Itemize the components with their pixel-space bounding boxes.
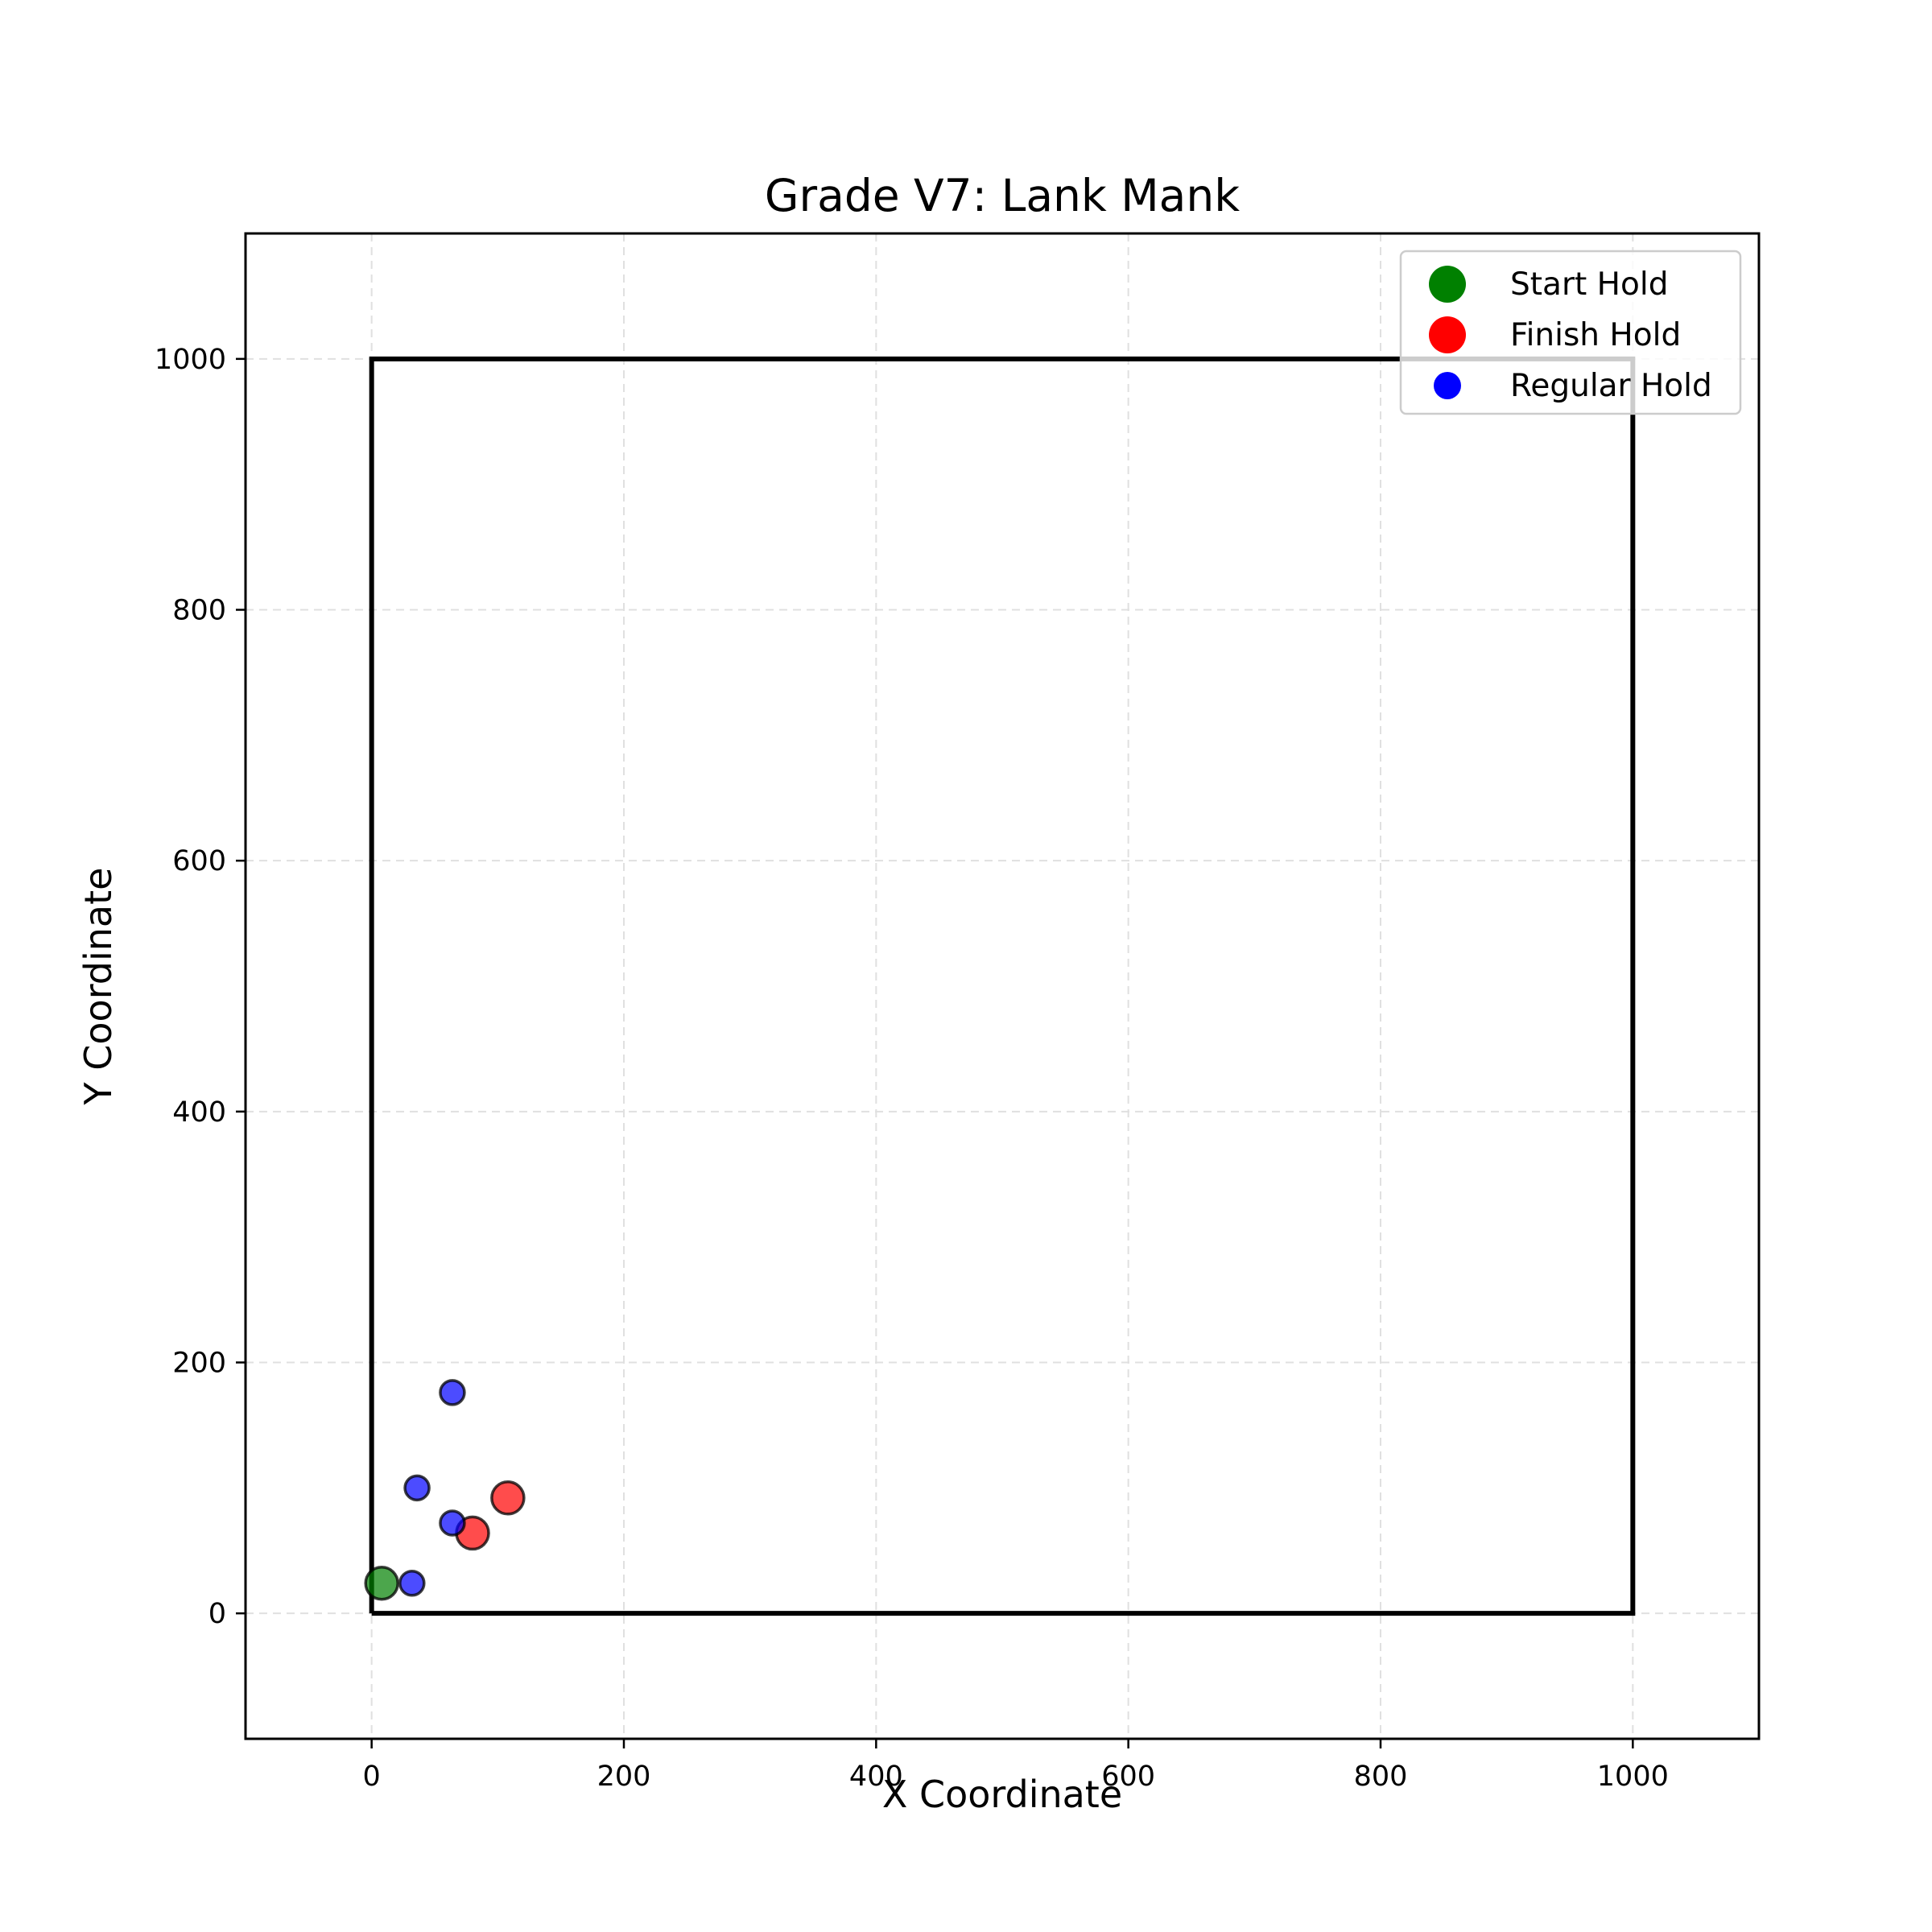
start-hold-point — [364, 1566, 399, 1601]
x-tick-label: 200 — [597, 1761, 651, 1793]
y-tick-label: 200 — [172, 1348, 226, 1380]
points-layer — [364, 1379, 526, 1601]
x-tick-label: 800 — [1354, 1761, 1408, 1793]
legend-label-finish-hold: Finish Hold — [1510, 317, 1681, 353]
y-tick-label: 400 — [172, 1096, 226, 1129]
legend-marker-regular-hold — [1434, 372, 1461, 399]
y-tick-label: 800 — [172, 595, 226, 627]
finish-hold-point — [490, 1480, 526, 1516]
x-tick-label: 600 — [1101, 1761, 1155, 1793]
y-tick-label: 600 — [172, 845, 226, 877]
legend-marker-start-hold — [1429, 266, 1466, 303]
board-outline — [369, 356, 1636, 1616]
legend-box — [1399, 250, 1742, 415]
y-axis-label: Y Coordinate — [76, 868, 120, 1106]
regular-hold-point — [398, 1570, 426, 1597]
x-axis-label: X Coordinate — [882, 1773, 1122, 1816]
chart-title: Grade V7: Lank Mank — [765, 170, 1240, 221]
x-tick-label: 0 — [363, 1761, 381, 1793]
y-tick-label: 1000 — [155, 344, 226, 376]
regular-hold-point — [439, 1379, 466, 1406]
board-outline-layer — [369, 356, 1636, 1616]
regular-hold-point — [403, 1474, 431, 1502]
legend: Start Hold Finish Hold Regular Hold — [1399, 250, 1742, 415]
plot-frame — [244, 232, 1761, 1740]
x-tick-label: 1000 — [1597, 1761, 1669, 1793]
legend-marker-finish-hold — [1429, 316, 1466, 353]
x-tick-label: 400 — [849, 1761, 903, 1793]
y-tick-label: 0 — [208, 1598, 226, 1630]
legend-label-regular-hold: Regular Hold — [1510, 368, 1712, 404]
legend-label-start-hold: Start Hold — [1510, 266, 1668, 303]
grid-layer — [246, 233, 1759, 1739]
regular-hold-point — [439, 1509, 466, 1537]
ticks-layer: 0 200 400 600 800 1000 0 200 400 600 800 1000 — [155, 344, 1669, 1793]
